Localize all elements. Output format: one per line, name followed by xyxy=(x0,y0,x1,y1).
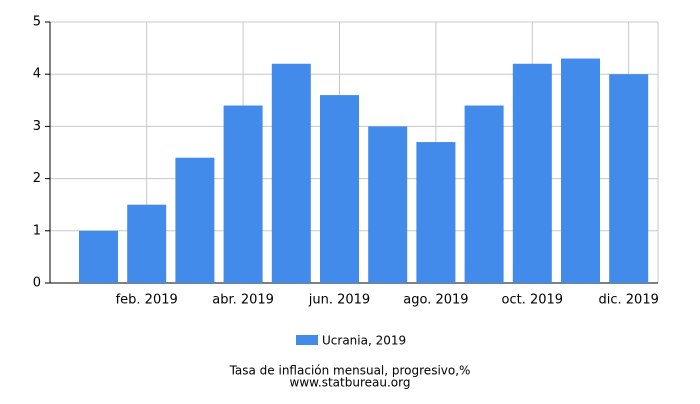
source: www.statbureau.org xyxy=(290,376,411,390)
bar xyxy=(368,126,408,284)
legend-swatch xyxy=(296,335,318,345)
y-tick-label: 5 xyxy=(33,15,41,30)
bar xyxy=(271,63,311,284)
legend-label: Ucrania, 2019 xyxy=(322,334,406,348)
bar xyxy=(79,230,118,283)
x-tick-label: abr. 2019 xyxy=(212,293,274,308)
bar xyxy=(416,142,456,283)
x-tick-label: feb. 2019 xyxy=(116,293,178,308)
y-tick-label: 0 xyxy=(33,276,41,291)
chart-title: Tasa de inflación mensual, progresivo,% xyxy=(229,364,471,378)
y-tick-label: 3 xyxy=(33,119,41,134)
bar xyxy=(127,204,167,283)
y-tick-label: 1 xyxy=(33,223,41,238)
y-tick-label: 4 xyxy=(33,67,41,82)
bar xyxy=(223,105,263,284)
bar xyxy=(175,157,215,283)
bar xyxy=(609,74,649,283)
x-tick-label: oct. 2019 xyxy=(502,293,564,308)
bar xyxy=(320,95,359,283)
x-tick-label: jun. 2019 xyxy=(308,293,370,308)
x-tick-label: ago. 2019 xyxy=(403,293,468,308)
x-tick-label: dic. 2019 xyxy=(599,293,659,308)
bar xyxy=(464,105,504,284)
bar xyxy=(561,58,600,283)
bar xyxy=(512,63,552,284)
y-tick-label: 2 xyxy=(33,171,41,186)
